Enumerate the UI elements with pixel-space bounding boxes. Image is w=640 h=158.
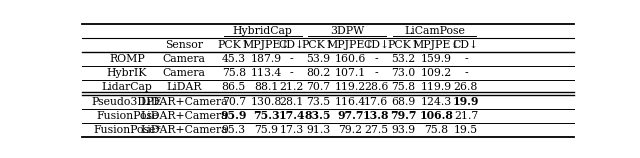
Text: Sensor: Sensor [165, 40, 203, 50]
Text: 73.5: 73.5 [306, 97, 330, 107]
Text: Camera: Camera [163, 54, 205, 64]
Text: LiDAR+Camera: LiDAR+Camera [140, 125, 228, 135]
Text: 21.7: 21.7 [454, 111, 478, 121]
Text: -: - [464, 54, 468, 64]
Text: FusionPose: FusionPose [96, 111, 158, 121]
Text: 95.3: 95.3 [221, 125, 246, 135]
Text: ROMP: ROMP [109, 54, 145, 64]
Text: 26.8: 26.8 [454, 82, 478, 92]
Text: PCK↑: PCK↑ [301, 40, 335, 50]
Text: 13.8: 13.8 [363, 110, 389, 121]
Text: CD↓: CD↓ [279, 40, 305, 50]
Text: 27.5: 27.5 [364, 125, 388, 135]
Text: PCK↑: PCK↑ [217, 40, 250, 50]
Text: 45.3: 45.3 [221, 54, 246, 64]
Text: 88.1: 88.1 [254, 82, 278, 92]
Text: 3DPW: 3DPW [330, 26, 364, 36]
Text: 73.0: 73.0 [391, 68, 415, 78]
Text: -: - [374, 68, 378, 78]
Text: 19.5: 19.5 [454, 125, 478, 135]
Text: LidarCap: LidarCap [102, 82, 152, 92]
Text: 75.8: 75.8 [391, 82, 415, 92]
Text: 75.3: 75.3 [253, 110, 279, 121]
Text: MPJPE↓: MPJPE↓ [326, 40, 374, 50]
Text: -: - [464, 68, 468, 78]
Text: 106.8: 106.8 [419, 110, 453, 121]
Text: 80.2: 80.2 [306, 68, 330, 78]
Text: 17.3: 17.3 [280, 125, 304, 135]
Text: 79.2: 79.2 [339, 125, 362, 135]
Text: 130.8: 130.8 [250, 97, 282, 107]
Text: -: - [290, 54, 294, 64]
Text: FusionPose*: FusionPose* [93, 125, 161, 135]
Text: 75.9: 75.9 [254, 125, 278, 135]
Text: PCK↑: PCK↑ [387, 40, 420, 50]
Text: 68.9: 68.9 [391, 97, 415, 107]
Text: 97.7: 97.7 [337, 110, 364, 121]
Text: LiDAR+Camera: LiDAR+Camera [140, 111, 228, 121]
Text: HybridCap: HybridCap [233, 26, 292, 36]
Text: -: - [374, 54, 378, 64]
Text: Camera: Camera [163, 68, 205, 78]
Text: 119.9: 119.9 [420, 82, 452, 92]
Text: 159.9: 159.9 [420, 54, 452, 64]
Text: -: - [290, 68, 294, 78]
Text: 83.5: 83.5 [305, 110, 332, 121]
Text: MPJPE↓: MPJPE↓ [412, 40, 460, 50]
Text: CD↓: CD↓ [453, 40, 479, 50]
Text: 119.2: 119.2 [335, 82, 366, 92]
Text: LiDAR: LiDAR [166, 82, 202, 92]
Text: 113.4: 113.4 [250, 68, 282, 78]
Text: MPJPE↓: MPJPE↓ [243, 40, 290, 50]
Text: 124.3: 124.3 [420, 97, 452, 107]
Text: 70.7: 70.7 [221, 97, 246, 107]
Text: 53.2: 53.2 [391, 54, 415, 64]
Text: 107.1: 107.1 [335, 68, 366, 78]
Text: Pseudo3DPE: Pseudo3DPE [92, 97, 163, 107]
Text: CD↓: CD↓ [363, 40, 389, 50]
Text: HybrIK: HybrIK [107, 68, 147, 78]
Text: 86.5: 86.5 [221, 82, 246, 92]
Text: 19.9: 19.9 [452, 96, 479, 107]
Text: 95.9: 95.9 [221, 110, 247, 121]
Text: 91.3: 91.3 [306, 125, 330, 135]
Text: 17.6: 17.6 [364, 97, 388, 107]
Text: LiDAR+Camera: LiDAR+Camera [140, 97, 228, 107]
Text: 53.9: 53.9 [306, 54, 330, 64]
Text: 75.8: 75.8 [221, 68, 246, 78]
Text: 21.2: 21.2 [280, 82, 304, 92]
Text: 70.7: 70.7 [306, 82, 330, 92]
Text: 79.7: 79.7 [390, 110, 417, 121]
Text: 160.6: 160.6 [335, 54, 366, 64]
Text: 93.9: 93.9 [391, 125, 415, 135]
Text: 187.9: 187.9 [250, 54, 282, 64]
Text: 75.8: 75.8 [424, 125, 448, 135]
Text: 17.4: 17.4 [278, 110, 305, 121]
Text: 116.4: 116.4 [335, 97, 366, 107]
Text: 28.6: 28.6 [364, 82, 388, 92]
Text: LiCamPose: LiCamPose [404, 26, 465, 36]
Text: 109.2: 109.2 [420, 68, 452, 78]
Text: 28.1: 28.1 [280, 97, 304, 107]
